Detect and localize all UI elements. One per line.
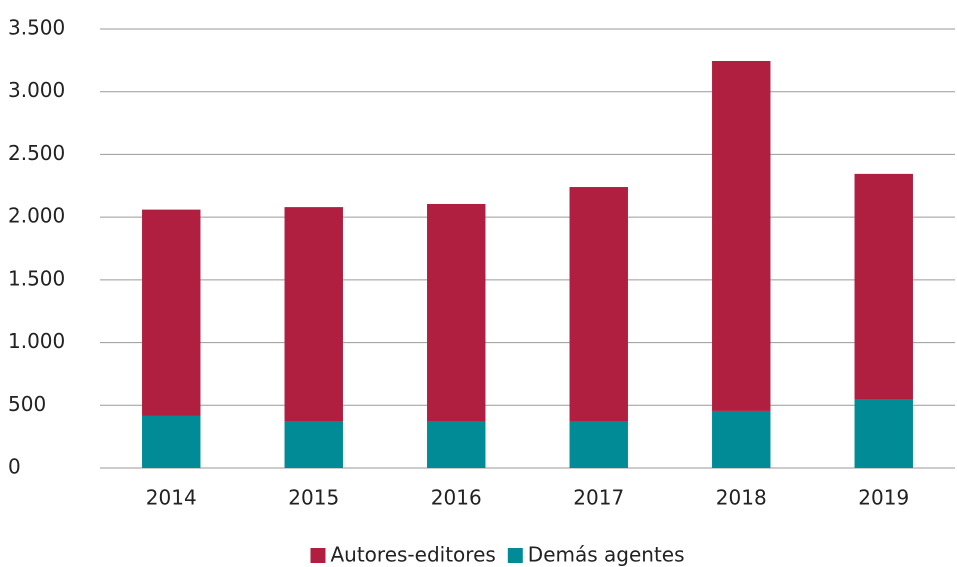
bar-segment (569, 187, 628, 422)
legend-label: Demás agentes (528, 543, 685, 567)
bar-segment (284, 421, 343, 468)
bar-segment (712, 60, 771, 411)
x-tick-label: 2019 (858, 486, 909, 510)
y-tick-label: 3.000 (8, 78, 65, 102)
x-tick-label: 2017 (573, 486, 624, 510)
legend-swatch (310, 548, 326, 563)
y-tick-label: 2.500 (8, 141, 65, 165)
bar-segment (284, 207, 343, 422)
x-tick-label: 2016 (431, 486, 482, 510)
y-tick-label: 1.500 (8, 266, 65, 290)
bar-segment (427, 203, 486, 422)
x-tick-label: 2015 (288, 486, 339, 510)
bar-segment (142, 415, 201, 468)
bar-segment (569, 421, 628, 468)
bar-segment (854, 399, 913, 468)
y-tick-label: 2.000 (8, 204, 65, 228)
bar-segment (854, 173, 913, 400)
y-tick-label: 500 (8, 392, 46, 416)
bar-segment (712, 410, 771, 468)
legend-label: Autores-editores (330, 543, 495, 567)
x-tick-label: 2018 (716, 486, 767, 510)
y-tick-label: 1.000 (8, 329, 65, 353)
x-tick-label: 2014 (146, 486, 197, 510)
bar-segment (427, 421, 486, 468)
bar-segment (142, 209, 201, 416)
y-tick-label: 3.500 (8, 16, 65, 40)
legend-swatch (507, 548, 523, 563)
y-tick-label: 0 (8, 455, 21, 479)
